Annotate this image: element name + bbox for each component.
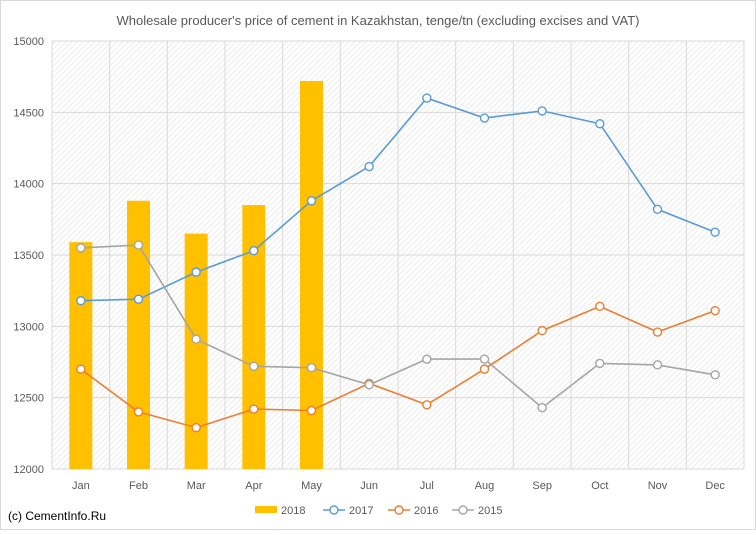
- legend-swatch-2018: [255, 506, 277, 513]
- point-2015-oct: [595, 358, 605, 369]
- y-tick-label: 14500: [13, 107, 44, 119]
- point-2015-jun: [364, 380, 374, 390]
- y-tick-label: 15000: [13, 36, 44, 48]
- x-tick-label: Jan: [72, 480, 90, 492]
- y-tick-label: 13000: [13, 321, 44, 333]
- point-2017-apr: [249, 246, 259, 256]
- point-2017-sep: [537, 106, 547, 116]
- line-2015: [80, 244, 716, 409]
- bar-2018-may: [300, 80, 323, 470]
- x-tick-label: Aug: [475, 480, 495, 492]
- point-2016-sep: [537, 325, 547, 336]
- point-2015-may: [306, 363, 317, 373]
- point-2016-oct: [595, 301, 605, 312]
- point-2017-jul: [422, 93, 432, 103]
- point-2017-nov: [652, 204, 663, 215]
- point-2015-feb: [133, 240, 144, 250]
- point-2015-aug: [479, 354, 490, 364]
- point-2015-apr: [249, 361, 259, 371]
- x-tick-label: Jul: [420, 480, 434, 492]
- line-2017: [80, 97, 716, 302]
- x-tick-label: May: [301, 480, 322, 492]
- point-2017-oct: [595, 119, 605, 129]
- x-tick-label: Mar: [187, 480, 206, 492]
- x-tick-label: Dec: [705, 480, 725, 492]
- point-2015-jan: [76, 243, 86, 253]
- x-tick-label: Jun: [360, 480, 378, 492]
- legend-marker-2016: [394, 505, 404, 515]
- point-2016-jan: [76, 364, 86, 374]
- bar-2018-apr: [242, 205, 266, 470]
- point-2016-aug: [479, 364, 490, 374]
- point-2016-feb: [133, 407, 144, 417]
- point-2015-mar: [191, 334, 201, 344]
- legend-label-2015: 2015: [478, 505, 502, 517]
- bar-2018-mar: [184, 233, 208, 469]
- point-2017-feb: [133, 294, 144, 304]
- point-2017-jan: [76, 295, 86, 306]
- point-2016-mar: [191, 422, 201, 433]
- point-2017-may: [306, 196, 317, 206]
- copyright-text: (c) CementInfo.Ru: [8, 509, 107, 523]
- point-2016-apr: [249, 404, 259, 414]
- point-2017-dec: [710, 227, 720, 237]
- line-2016: [80, 305, 716, 429]
- y-tick-label: 14000: [13, 179, 44, 191]
- bar-2018-jan: [69, 242, 93, 469]
- y-tick-label: 12000: [13, 464, 44, 476]
- point-2015-nov: [652, 360, 663, 370]
- point-2015-dec: [710, 370, 720, 380]
- x-tick-label: Nov: [648, 480, 668, 492]
- legend-marker-2015: [458, 505, 468, 515]
- legend-label-2016: 2016: [414, 505, 438, 517]
- point-2017-aug: [479, 113, 490, 123]
- point-2015-sep: [537, 402, 547, 413]
- point-2017-jun: [364, 161, 374, 172]
- point-2016-dec: [710, 305, 720, 316]
- legend-label-2017: 2017: [349, 505, 373, 517]
- point-2015-jul: [422, 354, 432, 364]
- x-tick-label: Sep: [532, 480, 552, 492]
- x-tick-label: Feb: [129, 480, 148, 492]
- chart-title: Wholesale producer's price of cement in …: [117, 13, 640, 28]
- x-tick-label: Oct: [591, 480, 608, 492]
- legend-label-2018: 2018: [281, 505, 305, 517]
- point-2017-mar: [191, 267, 201, 277]
- point-2016-jul: [422, 400, 432, 410]
- point-2016-may: [306, 405, 317, 416]
- x-tick-label: Apr: [245, 480, 262, 492]
- point-2016-nov: [652, 327, 663, 337]
- y-tick-label: 12500: [13, 393, 44, 405]
- y-tick-label: 13500: [13, 250, 44, 262]
- bar-2018-feb: [127, 200, 150, 469]
- legend-marker-2017: [329, 505, 339, 515]
